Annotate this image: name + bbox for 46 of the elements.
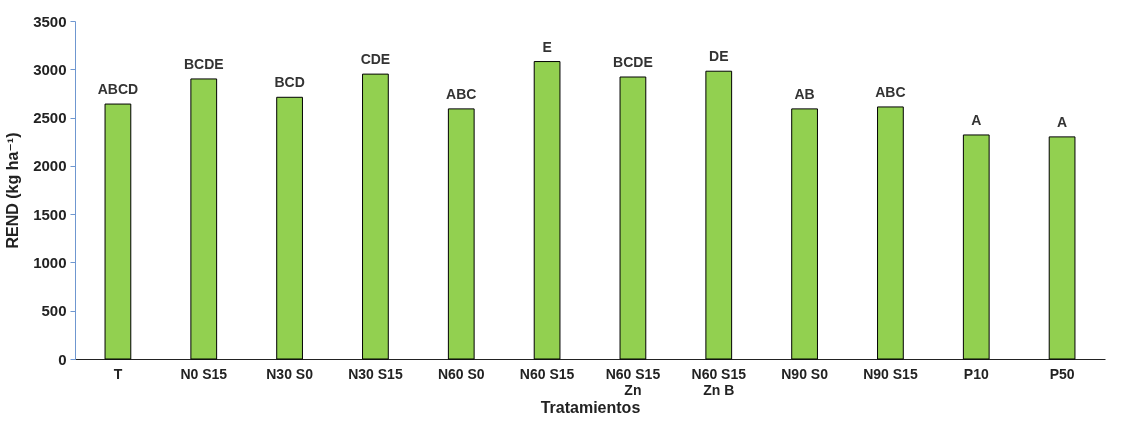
x-tick-label: N30 S15 <box>348 365 403 382</box>
annotation: ABC <box>875 83 906 100</box>
annotation: CDE <box>360 51 391 68</box>
x-tick-label: N30 S0 <box>266 365 314 382</box>
annotation: A <box>971 111 982 128</box>
x-tick-label: N60 S15 Zn B <box>691 365 747 398</box>
bar <box>276 96 303 360</box>
y-tick-label: 2000 <box>33 157 67 175</box>
x-tick-label: P50 <box>1049 365 1075 382</box>
annotation: ABC <box>446 85 477 102</box>
y-tick-label: 2500 <box>33 109 67 127</box>
bar <box>533 61 561 360</box>
y-tick-label: 500 <box>41 302 67 320</box>
annotation: DE <box>709 48 729 65</box>
annotation: BCD <box>274 74 305 91</box>
x-tick-label: N90 S15 <box>863 365 918 382</box>
y-tick-label: 1000 <box>33 253 67 271</box>
x-tick-label: P10 <box>963 365 989 382</box>
annotation: A <box>1057 113 1068 130</box>
y-tick-label: 3500 <box>33 12 67 30</box>
bar <box>104 103 132 360</box>
x-tick-label: N0 S15 <box>180 365 228 382</box>
y-tick-label: 1500 <box>33 205 67 223</box>
bar <box>791 108 818 360</box>
annotation: BCDE <box>183 55 224 72</box>
annotation: AB <box>794 85 815 102</box>
x-axis-title: Tratamientos <box>540 398 641 416</box>
bar <box>362 73 389 360</box>
annotation: E <box>542 38 552 55</box>
bar <box>705 70 733 360</box>
bar <box>877 106 904 360</box>
x-tick-label: N90 S0 <box>781 365 829 382</box>
y-tick-label: 0 <box>58 350 67 368</box>
bar <box>190 78 218 360</box>
bar <box>619 76 647 360</box>
x-tick-label: N60 S15 Zn <box>605 365 661 398</box>
x-tick-label: N60 S15 <box>519 365 575 382</box>
x-tick-label: T <box>113 365 123 382</box>
y-axis-title: REND (kg ha⁻¹) <box>4 132 22 249</box>
annotation: ABCD <box>97 81 139 98</box>
annotation: BCDE <box>613 54 653 71</box>
x-tick-label: N60 S0 <box>437 365 485 382</box>
y-tick-label: 3000 <box>33 60 67 78</box>
bar <box>1048 136 1076 360</box>
bar <box>962 134 990 360</box>
bar <box>447 108 475 360</box>
